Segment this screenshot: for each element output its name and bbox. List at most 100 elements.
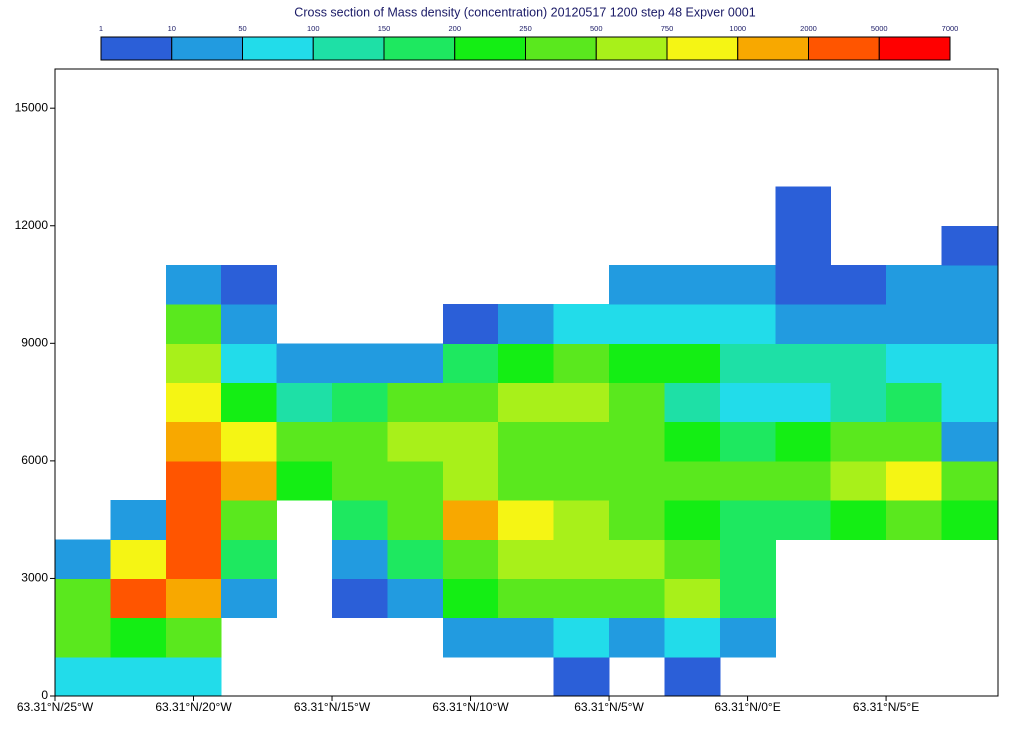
heat-cell	[110, 500, 167, 540]
heat-cell	[719, 460, 776, 501]
heat-cell	[941, 264, 998, 305]
heat-cell	[664, 578, 721, 619]
heat-cell	[387, 343, 444, 383]
heat-cell	[719, 421, 776, 462]
heat-cell	[609, 617, 665, 658]
heat-cell	[110, 539, 167, 579]
heat-cell	[221, 421, 278, 462]
colorbar-label: 250	[519, 24, 532, 33]
heat-cell	[110, 656, 167, 697]
heat-cell	[719, 617, 776, 658]
y-tick-label: 6000	[21, 453, 48, 467]
heat-cell	[332, 343, 388, 383]
y-tick-label: 9000	[21, 335, 48, 349]
colorbar-swatch	[595, 36, 668, 61]
heat-cell	[553, 539, 610, 579]
plot-frame	[54, 68, 999, 697]
heat-cell	[165, 500, 222, 540]
heat-cell	[553, 500, 610, 540]
heat-cell	[941, 304, 998, 344]
heat-cell	[886, 264, 942, 305]
heat-cell	[664, 382, 721, 423]
heat-cell	[387, 500, 444, 540]
heat-cell	[276, 421, 333, 462]
colorbar-swatch	[171, 36, 243, 61]
heat-cell	[442, 500, 499, 540]
heat-cell	[553, 421, 610, 462]
heat-cell	[886, 460, 942, 501]
heat-cell	[442, 539, 499, 579]
heat-cell	[941, 225, 998, 266]
colorbar-swatch	[454, 36, 526, 61]
heat-cell	[830, 460, 887, 501]
heat-cell	[221, 343, 278, 383]
colorbar-label: 500	[590, 24, 603, 33]
heat-cell	[110, 617, 167, 658]
heat-cell	[886, 421, 942, 462]
heat-cell	[55, 617, 111, 658]
x-tick-label: 63.31°N/15°W	[294, 700, 371, 714]
heat-cell	[664, 264, 721, 305]
colorbar-label: 5000	[871, 24, 888, 33]
heat-cell	[553, 617, 610, 658]
heat-cell	[775, 304, 832, 344]
heat-cell	[498, 500, 555, 540]
heat-cell	[165, 617, 222, 658]
colorbar-label: 10	[168, 24, 176, 33]
heat-cell	[221, 264, 278, 305]
heat-cell	[775, 186, 832, 227]
heat-cell	[830, 304, 887, 344]
heat-cell	[886, 343, 942, 383]
heat-cell	[387, 382, 444, 423]
heat-cell	[719, 382, 776, 423]
colorbar-label: 50	[238, 24, 246, 33]
heat-cell	[609, 578, 665, 619]
heat-cell	[941, 460, 998, 501]
heat-cell	[165, 264, 222, 305]
colorbar-label: 7000	[942, 24, 959, 33]
heat-cell	[553, 460, 610, 501]
heat-cell	[719, 264, 776, 305]
x-tick-label: 63.31°N/20°W	[155, 700, 232, 714]
heat-cell	[553, 382, 610, 423]
colorbar-label: 150	[378, 24, 391, 33]
heat-cell	[332, 382, 388, 423]
heat-cell	[165, 460, 222, 501]
heat-cell	[830, 421, 887, 462]
heat-cell	[498, 617, 555, 658]
heat-cell	[886, 500, 942, 540]
heat-cell	[941, 382, 998, 423]
colorbar-swatch	[737, 36, 809, 61]
heat-cell	[609, 460, 665, 501]
heat-cell	[830, 500, 887, 540]
heat-cell	[941, 343, 998, 383]
heat-cell	[775, 460, 832, 501]
heat-cell	[830, 343, 887, 383]
heat-cell	[332, 460, 388, 501]
heat-cell	[664, 539, 721, 579]
heat-cell	[609, 304, 665, 344]
x-tick-label: 63.31°N/0°E	[714, 700, 780, 714]
heat-cell	[664, 617, 721, 658]
heat-cell	[221, 500, 278, 540]
x-tick-label: 63.31°N/5°W	[574, 700, 644, 714]
heat-cell	[609, 539, 665, 579]
heat-cell	[664, 343, 721, 383]
x-tick-label: 63.31°N/5°E	[853, 700, 919, 714]
colorbar-label: 100	[307, 24, 320, 33]
heat-cell	[553, 578, 610, 619]
heat-cell	[775, 421, 832, 462]
colorbar-swatch	[525, 36, 597, 61]
heat-cell	[719, 500, 776, 540]
heat-cell	[442, 460, 499, 501]
heat-cell	[332, 500, 388, 540]
heat-cell	[775, 264, 832, 305]
heat-cell	[221, 578, 278, 619]
heat-cell	[276, 343, 333, 383]
heat-cell	[276, 460, 333, 501]
heat-cell	[664, 656, 721, 697]
heat-cell	[886, 304, 942, 344]
heat-cell	[775, 500, 832, 540]
colorbar-label: 2000	[800, 24, 817, 33]
heat-cell	[498, 304, 555, 344]
